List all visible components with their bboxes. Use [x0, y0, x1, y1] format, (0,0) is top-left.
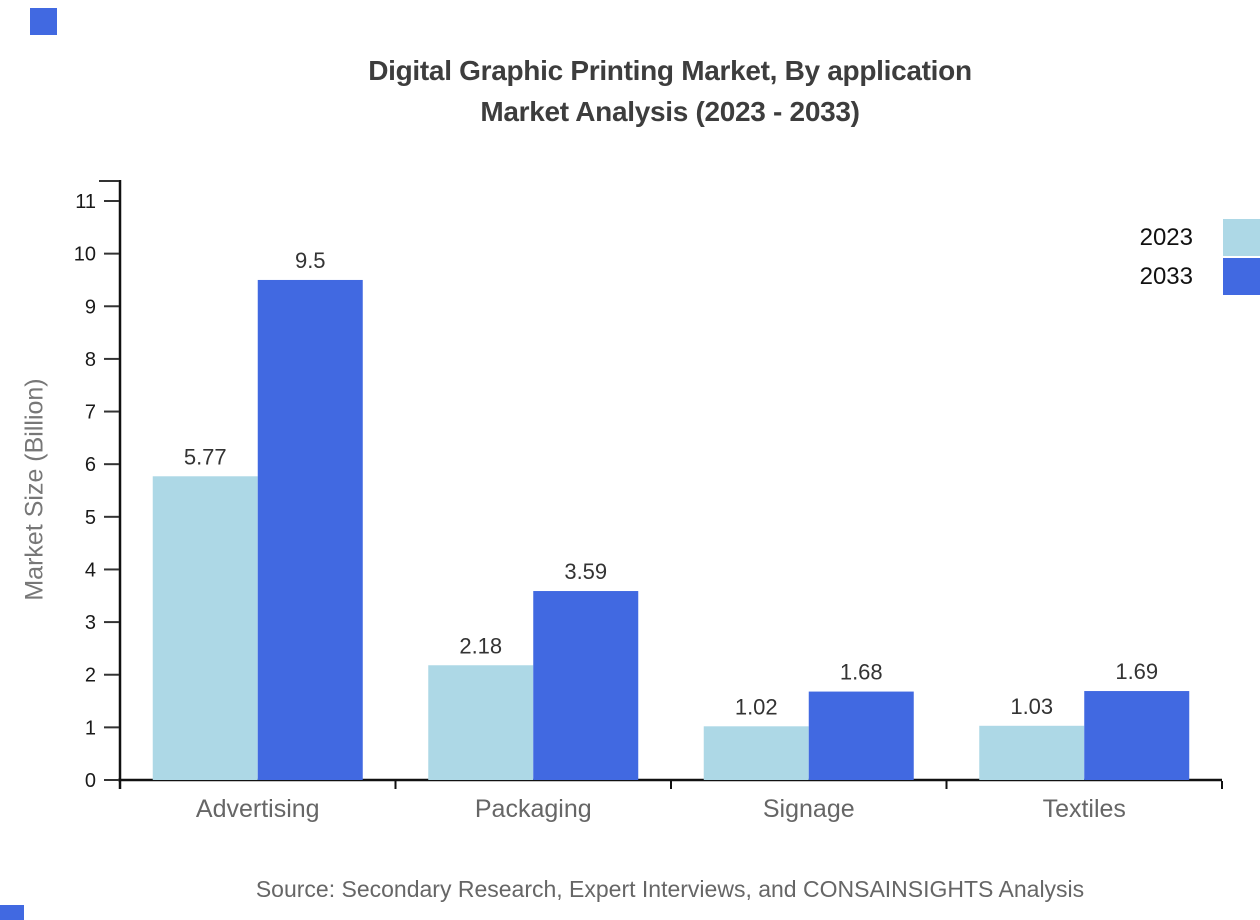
- bar-2023-signage: [703, 726, 809, 780]
- x-category-label-packaging: Packaging: [475, 795, 592, 823]
- y-tick-label: 10: [74, 244, 96, 266]
- chart-title: Digital Graphic Printing Market, By appl…: [80, 50, 1260, 132]
- y-tick-label: 7: [85, 402, 96, 424]
- legend-label-2033: 2033: [1139, 262, 1193, 290]
- y-tick-label: 3: [85, 612, 96, 634]
- y-tick-label: 0: [85, 770, 96, 792]
- bar-value-label-2023-signage: 1.02: [735, 694, 778, 719]
- y-tick-label: 1: [85, 717, 96, 739]
- bar-value-label-2023-textiles: 1.03: [1010, 694, 1053, 719]
- bar-value-label-2033-advertising: 9.5: [295, 248, 326, 273]
- y-tick-label: 2: [85, 665, 96, 687]
- x-category-label-signage: Signage: [763, 795, 855, 823]
- legend-swatch-2033-icon: [1223, 258, 1260, 295]
- bar-2033-packaging: [533, 591, 639, 780]
- bar-value-label-2033-textiles: 1.69: [1115, 659, 1158, 684]
- legend-item-2033: 2033: [1140, 258, 1260, 295]
- bar-value-label-2033-packaging: 3.59: [564, 559, 607, 584]
- bar-2023-advertising: [152, 476, 258, 780]
- bar-2033-advertising: [257, 279, 363, 780]
- bar-2023-packaging: [428, 665, 534, 780]
- x-category-label-advertising: Advertising: [196, 795, 320, 823]
- legend-item-2023: 2023: [1140, 219, 1260, 256]
- brand-corner-mark-top-icon: [30, 8, 57, 35]
- bar-value-label-2033-signage: 1.68: [840, 660, 883, 685]
- bar-value-label-2023-packaging: 2.18: [459, 633, 502, 658]
- chart-title-line2: Market Analysis (2023 - 2033): [480, 96, 860, 127]
- bar-2023-textiles: [979, 725, 1085, 780]
- brand-corner-mark-bottom-icon: [0, 905, 24, 920]
- bar-value-label-2023-advertising: 5.77: [184, 444, 227, 469]
- y-tick-label: 11: [75, 191, 96, 213]
- chart-legend: 2023 2033: [1140, 219, 1260, 297]
- legend-label-2023: 2023: [1139, 223, 1193, 251]
- bar-2033-textiles: [1084, 691, 1190, 780]
- y-tick-label: 9: [85, 296, 96, 318]
- chart-title-line1: Digital Graphic Printing Market, By appl…: [368, 55, 972, 86]
- bar-2033-signage: [808, 691, 914, 780]
- source-note: Source: Secondary Research, Expert Inter…: [255, 876, 1085, 902]
- x-category-label-textiles: Textiles: [1043, 795, 1126, 823]
- y-tick-label: 5: [85, 507, 96, 529]
- y-tick-label: 8: [85, 349, 96, 371]
- legend-swatch-2023-icon: [1223, 219, 1260, 256]
- y-tick-label: 6: [85, 454, 96, 476]
- y-tick-label: 4: [85, 559, 96, 581]
